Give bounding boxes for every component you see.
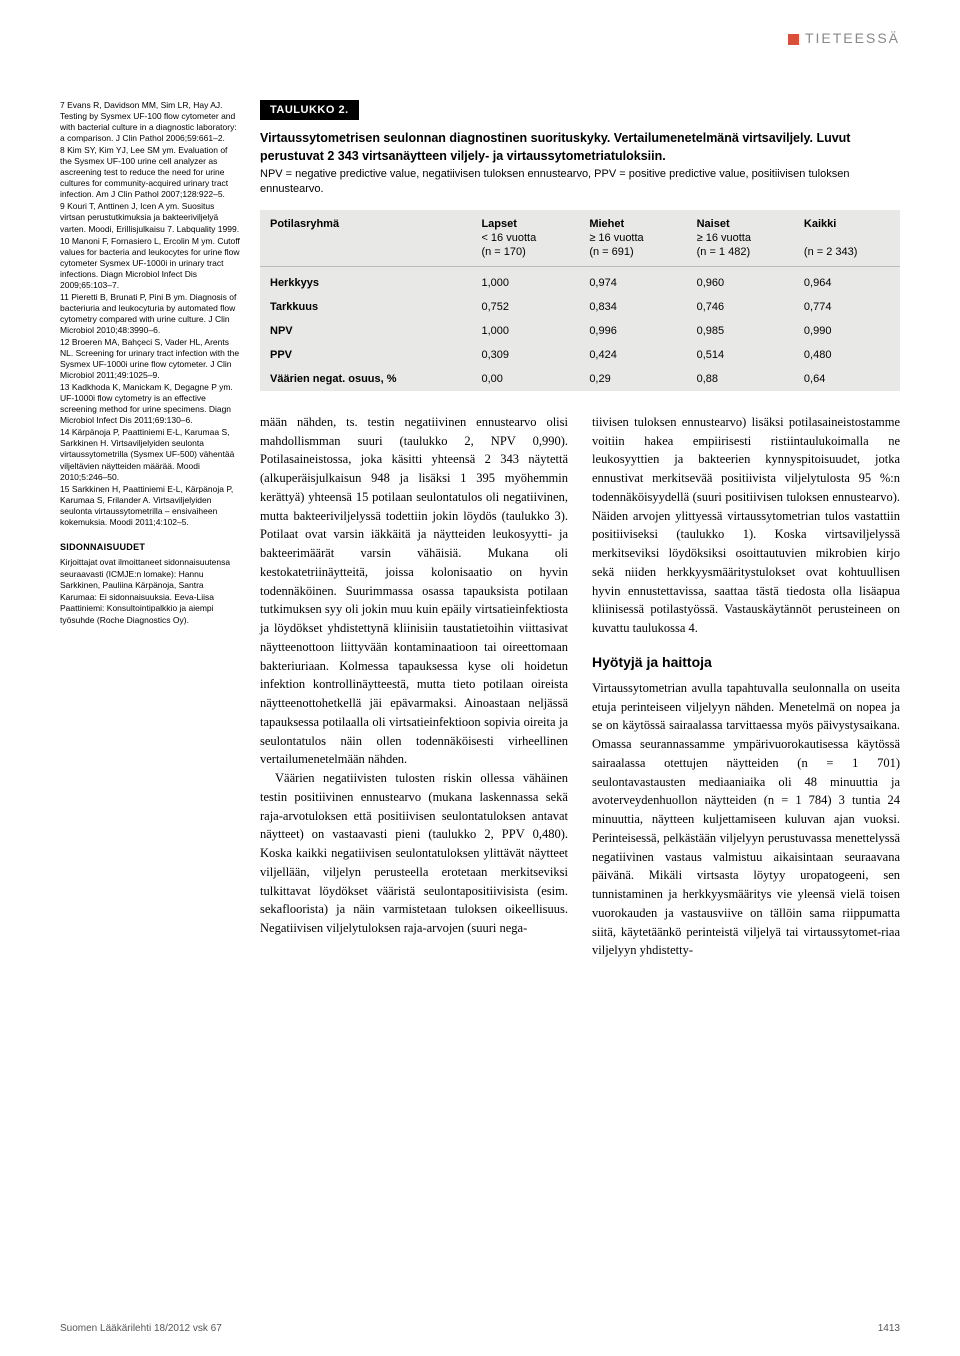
- table-row: PPV0,3090,4240,5140,480: [260, 343, 900, 367]
- table-subheader: [794, 232, 900, 246]
- section-marker-icon: [788, 34, 799, 45]
- footer-right: 1413: [878, 1323, 900, 1334]
- row-label: NPV: [260, 319, 471, 343]
- reference-item: 15 Sarkkinen H, Paattiniemi E-L, Kärpäno…: [60, 484, 240, 528]
- table-header: Kaikki: [794, 210, 900, 232]
- row-label: Väärien negat. osuus, %: [260, 367, 471, 391]
- footer-left: Suomen Lääkärilehti 18/2012 vsk 67: [60, 1323, 222, 1334]
- table-n: (n = 2 343): [794, 246, 900, 267]
- table-subheader: ≥ 16 vuotta: [687, 232, 794, 246]
- table-subtitle: NPV = negative predictive value, negatii…: [260, 167, 900, 198]
- table-row: Herkkyys1,0000,9740,9600,964: [260, 266, 900, 295]
- reference-item: 8 Kim SY, Kim YJ, Lee SM ym. Evaluation …: [60, 145, 240, 200]
- table-cell: 0,834: [579, 295, 686, 319]
- table-header: Naiset: [687, 210, 794, 232]
- table-n: (n = 691): [579, 246, 686, 267]
- table-n: (n = 1 482): [687, 246, 794, 267]
- table-cell: 0,309: [471, 343, 579, 367]
- table-cell: 0,774: [794, 295, 900, 319]
- table-n: [260, 246, 471, 267]
- table-subheader: [260, 232, 471, 246]
- table-cell: 0,746: [687, 295, 794, 319]
- table-cell: 1,000: [471, 319, 579, 343]
- table-cell: 0,960: [687, 266, 794, 295]
- main-content: TAULUKKO 2. Virtaussytometrisen seulonna…: [260, 100, 900, 960]
- table-cell: 0,974: [579, 266, 686, 295]
- table-subheader: ≥ 16 vuotta: [579, 232, 686, 246]
- table-subheader: < 16 vuotta: [471, 232, 579, 246]
- reference-item: 10 Manoni F, Fornasiero L, Ercolin M ym.…: [60, 236, 240, 291]
- references-sidebar: 7 Evans R, Davidson MM, Sim LR, Hay AJ. …: [60, 100, 240, 960]
- row-label: Tarkkuus: [260, 295, 471, 319]
- table-cell: 0,88: [687, 367, 794, 391]
- table-title: Virtaussytometrisen seulonnan diagnostin…: [260, 130, 900, 165]
- table-header: Potilasryhmä: [260, 210, 471, 232]
- reference-item: 11 Pieretti B, Brunati P, Pini B ym. Dia…: [60, 292, 240, 336]
- table-row: Väärien negat. osuus, %0,000,290,880,64: [260, 367, 900, 391]
- reference-item: 13 Kadkhoda K, Manickam K, Degagne P ym.…: [60, 382, 240, 426]
- body-paragraph: Virtaussytometrian avulla tapahtuvalla s…: [592, 679, 900, 960]
- table-cell: 0,424: [579, 343, 686, 367]
- data-table: PotilasryhmäLapsetMiehetNaisetKaikki < 16…: [260, 210, 900, 391]
- page-footer: Suomen Lääkärilehti 18/2012 vsk 67 1413: [60, 1323, 900, 1334]
- reference-item: 14 Kärpänoja P, Paattiniemi E-L, Karumaa…: [60, 427, 240, 482]
- table-label: TAULUKKO 2.: [260, 100, 359, 120]
- body-paragraph: tiivisen tuloksen ennustearvo) lisäksi p…: [592, 413, 900, 638]
- table-row: NPV1,0000,9960,9850,990: [260, 319, 900, 343]
- section-label: TIETEESSÄ: [788, 30, 900, 46]
- table-cell: 0,990: [794, 319, 900, 343]
- row-label: PPV: [260, 343, 471, 367]
- table-cell: 0,00: [471, 367, 579, 391]
- sidonna-body: Kirjoittajat ovat ilmoittaneet sidonnais…: [60, 557, 240, 626]
- table-cell: 0,480: [794, 343, 900, 367]
- table-cell: 0,996: [579, 319, 686, 343]
- table-cell: 0,985: [687, 319, 794, 343]
- sidonna-title: SIDONNAISUUDET: [60, 542, 240, 554]
- body-column-left: mään nähden, ts. testin negatiivinen enn…: [260, 413, 568, 960]
- reference-item: 9 Kouri T, Anttinen J, Icen A ym. Suosit…: [60, 201, 240, 234]
- reference-item: 7 Evans R, Davidson MM, Sim LR, Hay AJ. …: [60, 100, 240, 144]
- table-cell: 0,752: [471, 295, 579, 319]
- table-cell: 1,000: [471, 266, 579, 295]
- table-cell: 0,964: [794, 266, 900, 295]
- body-paragraph: mään nähden, ts. testin negatiivinen enn…: [260, 413, 568, 769]
- section-label-text: TIETEESSÄ: [805, 30, 900, 46]
- body-paragraph: Väärien negatiivisten tulosten riskin ol…: [260, 769, 568, 938]
- row-label: Herkkyys: [260, 266, 471, 295]
- table-cell: 0,29: [579, 367, 686, 391]
- reference-item: 12 Broeren MA, Bahçeci S, Vader HL, Aren…: [60, 337, 240, 381]
- body-column-right: tiivisen tuloksen ennustearvo) lisäksi p…: [592, 413, 900, 960]
- table-n: (n = 170): [471, 246, 579, 267]
- table-row: Tarkkuus0,7520,8340,7460,774: [260, 295, 900, 319]
- table-header: Miehet: [579, 210, 686, 232]
- table-cell: 0,64: [794, 367, 900, 391]
- table-cell: 0,514: [687, 343, 794, 367]
- table-header: Lapset: [471, 210, 579, 232]
- subheading: Hyötyjä ja haittoja: [592, 652, 900, 673]
